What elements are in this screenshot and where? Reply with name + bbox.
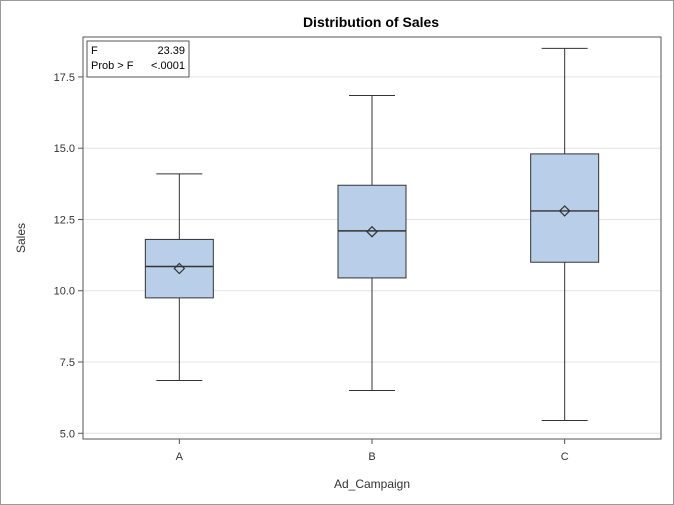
x-axis-label: Ad_Campaign (334, 477, 410, 491)
stats-box: F 23.39 Prob > F <.0001 (86, 40, 190, 78)
box-A (144, 173, 214, 382)
iqr-box (144, 238, 214, 299)
mean-marker (173, 262, 186, 275)
iqr-box (337, 184, 407, 279)
stat-label-1: Prob > F (91, 60, 134, 72)
box-B (337, 94, 407, 392)
y-tick-label-2: 10.0 (54, 286, 75, 298)
y-tick-label-1: 7.5 (60, 357, 75, 369)
iqr-box (530, 153, 600, 263)
y-tick-label-5: 17.5 (54, 72, 75, 84)
x-tick-label-A: A (176, 451, 184, 463)
x-tick-label-B: B (368, 451, 375, 463)
y-tick-label-3: 12.5 (54, 214, 75, 226)
stat-value-1: <.0001 (151, 60, 185, 72)
mean-marker (558, 205, 571, 217)
y-tick-label-4: 15.0 (54, 143, 75, 155)
boxes (144, 47, 600, 421)
stat-value-0: 23.39 (157, 45, 185, 57)
box-C (530, 47, 600, 421)
y-tick-label-0: 5.0 (60, 428, 75, 440)
x-tick-label-C: C (561, 451, 569, 463)
y-axis-label: Sales (14, 223, 28, 253)
y-axis: 5.0 7.5 10.0 12.5 15.0 17.5 (54, 72, 83, 440)
mean-marker (366, 225, 378, 238)
stat-label-0: F (91, 45, 98, 57)
stats-box-border (86, 40, 190, 78)
x-axis: A B C (176, 439, 569, 463)
chart-title: Distribution of Sales (303, 14, 439, 30)
